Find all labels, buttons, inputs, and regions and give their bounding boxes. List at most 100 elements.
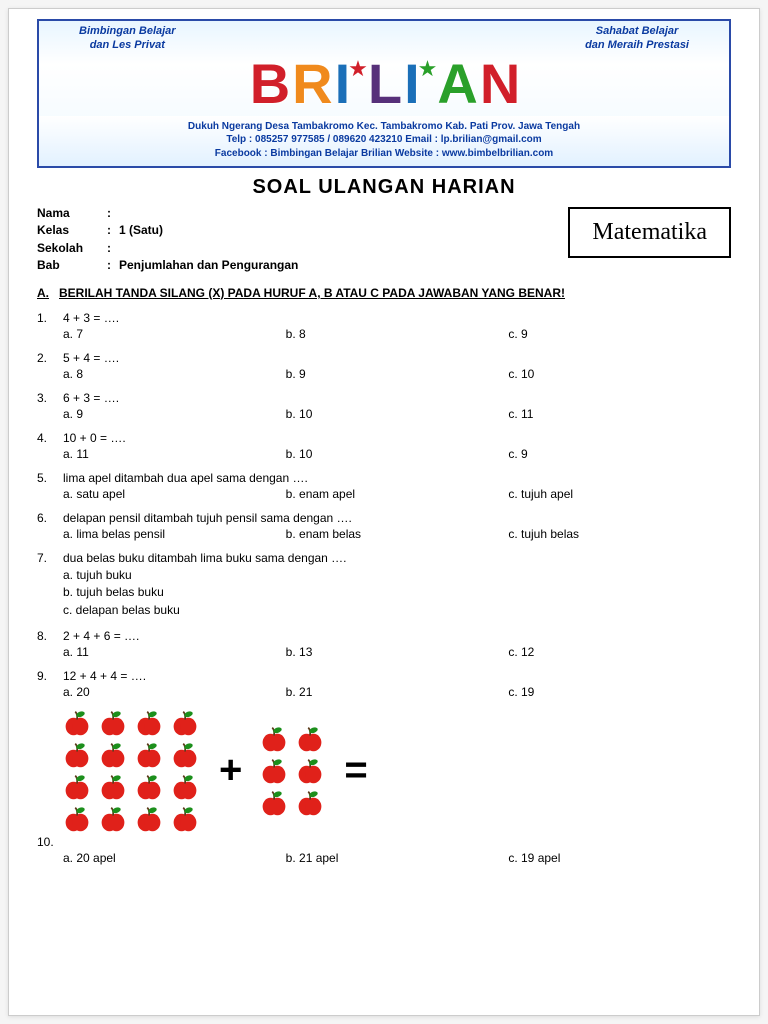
apple-icon bbox=[99, 773, 127, 801]
option: b. 13 bbox=[286, 645, 509, 659]
kelas-label: Kelas bbox=[37, 222, 107, 239]
star-icon: ★ bbox=[348, 56, 368, 82]
brand-letter: B bbox=[250, 51, 288, 116]
kelas-value: 1 (Satu) bbox=[119, 222, 163, 239]
options: a. 11b. 13c. 12 bbox=[63, 645, 731, 659]
option: c. 9 bbox=[508, 327, 731, 341]
equals-icon: = bbox=[344, 748, 367, 793]
apple-icon bbox=[296, 789, 324, 817]
question-text: 6 + 3 = …. bbox=[63, 391, 731, 405]
question: 4.10 + 0 = ….a. 11b. 10c. 9 bbox=[37, 431, 731, 461]
apple-icon bbox=[171, 805, 199, 833]
info-nama: Nama : bbox=[37, 205, 568, 222]
option: c. 10 bbox=[508, 367, 731, 381]
option: b. 8 bbox=[286, 327, 509, 341]
question-text: delapan pensil ditambah tujuh pensil sam… bbox=[63, 511, 731, 525]
question-text: 2 + 4 + 6 = …. bbox=[63, 629, 731, 643]
banner-contact: Dukuh Ngerang Desa Tambakromo Kec. Tamba… bbox=[39, 116, 729, 167]
apple-icon bbox=[135, 741, 163, 769]
question-number: 2. bbox=[37, 351, 57, 365]
tagline-right-line1: Sahabat Belajar bbox=[585, 25, 689, 39]
option: a. 11 bbox=[63, 447, 286, 461]
tagline-left: Bimbingan Belajar dan Les Privat bbox=[79, 25, 176, 53]
brand-letter: I bbox=[404, 51, 418, 116]
options: a. lima belas pensilb. enam belasc. tuju… bbox=[63, 527, 731, 541]
banner-address: Dukuh Ngerang Desa Tambakromo Kec. Tamba… bbox=[49, 120, 719, 134]
tagline-right-line2: dan Meraih Prestasi bbox=[585, 39, 689, 53]
question-number: 7. bbox=[37, 551, 57, 565]
option: c. delapan belas buku bbox=[63, 602, 731, 619]
question-text: lima apel ditambah dua apel sama dengan … bbox=[63, 471, 731, 485]
options: a. 20b. 21c. 19 bbox=[63, 685, 731, 699]
question: 1.4 + 3 = ….a. 7b. 8c. 9 bbox=[37, 311, 731, 341]
q10-number: 10. bbox=[37, 835, 57, 849]
options: a. tujuh bukub. tujuh belas bukuc. delap… bbox=[63, 567, 731, 619]
option: c. tujuh belas bbox=[508, 527, 731, 541]
q10-opt-c: c. 19 apel bbox=[508, 851, 731, 865]
options: a. 8b. 9c. 10 bbox=[63, 367, 731, 381]
student-info: Nama : Kelas : 1 (Satu) Sekolah : Bab : … bbox=[37, 205, 568, 275]
nama-label: Nama bbox=[37, 205, 107, 222]
q10-options: a. 20 apel b. 21 apel c. 19 apel bbox=[63, 851, 731, 865]
info-kelas: Kelas : 1 (Satu) bbox=[37, 222, 568, 239]
apple-icon bbox=[63, 805, 91, 833]
apple-icon bbox=[63, 741, 91, 769]
banner-taglines: Bimbingan Belajar dan Les Privat Sahabat… bbox=[39, 21, 729, 53]
question-text: 4 + 3 = …. bbox=[63, 311, 731, 325]
apple-icon bbox=[296, 725, 324, 753]
question: 6. delapan pensil ditambah tujuh pensil s… bbox=[37, 511, 731, 541]
apple-equation: + = bbox=[63, 709, 731, 833]
section-letter: A. bbox=[37, 285, 55, 301]
question-text: 10 + 0 = …. bbox=[63, 431, 731, 445]
question: 8.2 + 4 + 6 = ….a. 11b. 13c. 12 bbox=[37, 629, 731, 659]
section-text: BERILAH TANDA SILANG (X) PADA HURUF A, B… bbox=[59, 285, 565, 301]
brand-logo: BRI★LI★AN bbox=[39, 51, 729, 116]
question-number: 5. bbox=[37, 471, 57, 485]
worksheet-page: Bimbingan Belajar dan Les Privat Sahabat… bbox=[8, 8, 760, 1016]
question: 5. lima apel ditambah dua apel sama denga… bbox=[37, 471, 731, 501]
apple-icon bbox=[171, 773, 199, 801]
option: a. 9 bbox=[63, 407, 286, 421]
apple-icon bbox=[99, 709, 127, 737]
question-text: 5 + 4 = …. bbox=[63, 351, 731, 365]
tagline-left-line1: Bimbingan Belajar bbox=[79, 25, 176, 39]
options: a. satu apelb. enam apelc. tujuh apel bbox=[63, 487, 731, 501]
option: b. enam apel bbox=[286, 487, 509, 501]
option: c. 12 bbox=[508, 645, 731, 659]
options: a. 9b. 10c. 11 bbox=[63, 407, 731, 421]
option: c. 11 bbox=[508, 407, 731, 421]
option: c. 9 bbox=[508, 447, 731, 461]
bab-value: Penjumlahan dan Pengurangan bbox=[119, 257, 298, 274]
apple-group-right bbox=[260, 725, 326, 817]
option: b. enam belas bbox=[286, 527, 509, 541]
question-number: 6. bbox=[37, 511, 57, 525]
question: 2. 5 + 4 = …. a. 8b. 9c. 10 bbox=[37, 351, 731, 381]
tagline-left-line2: dan Les Privat bbox=[79, 39, 176, 53]
section-instruction: A. BERILAH TANDA SILANG (X) PADA HURUF A… bbox=[37, 285, 731, 301]
question: 9.12 + 4 + 4 = ….a. 20b. 21c. 19 bbox=[37, 669, 731, 699]
option: b. 10 bbox=[286, 407, 509, 421]
brand-letter: R bbox=[292, 51, 330, 116]
bab-label: Bab bbox=[37, 257, 107, 274]
apple-icon bbox=[260, 789, 288, 817]
q10-opt-b: b. 21 apel bbox=[286, 851, 509, 865]
question: 3.6 + 3 = ….a. 9b. 10c. 11 bbox=[37, 391, 731, 421]
apple-icon bbox=[135, 773, 163, 801]
apple-icon bbox=[63, 773, 91, 801]
question-text: dua belas buku ditambah lima buku sama d… bbox=[63, 551, 731, 565]
option: a. 7 bbox=[63, 327, 286, 341]
sekolah-label: Sekolah bbox=[37, 240, 107, 257]
banner: Bimbingan Belajar dan Les Privat Sahabat… bbox=[37, 19, 731, 168]
tagline-right: Sahabat Belajar dan Meraih Prestasi bbox=[585, 25, 689, 53]
banner-phone-email: Telp : 085257 977585 / 089620 423210 Ema… bbox=[49, 133, 719, 147]
apple-icon bbox=[171, 709, 199, 737]
apple-icon bbox=[99, 741, 127, 769]
option: a. lima belas pensil bbox=[63, 527, 286, 541]
question-text: 12 + 4 + 4 = …. bbox=[63, 669, 731, 683]
apple-icon bbox=[135, 709, 163, 737]
apple-icon bbox=[260, 725, 288, 753]
option: a. 11 bbox=[63, 645, 286, 659]
option: a. 20 bbox=[63, 685, 286, 699]
apple-icon bbox=[296, 757, 324, 785]
option: a. 8 bbox=[63, 367, 286, 381]
